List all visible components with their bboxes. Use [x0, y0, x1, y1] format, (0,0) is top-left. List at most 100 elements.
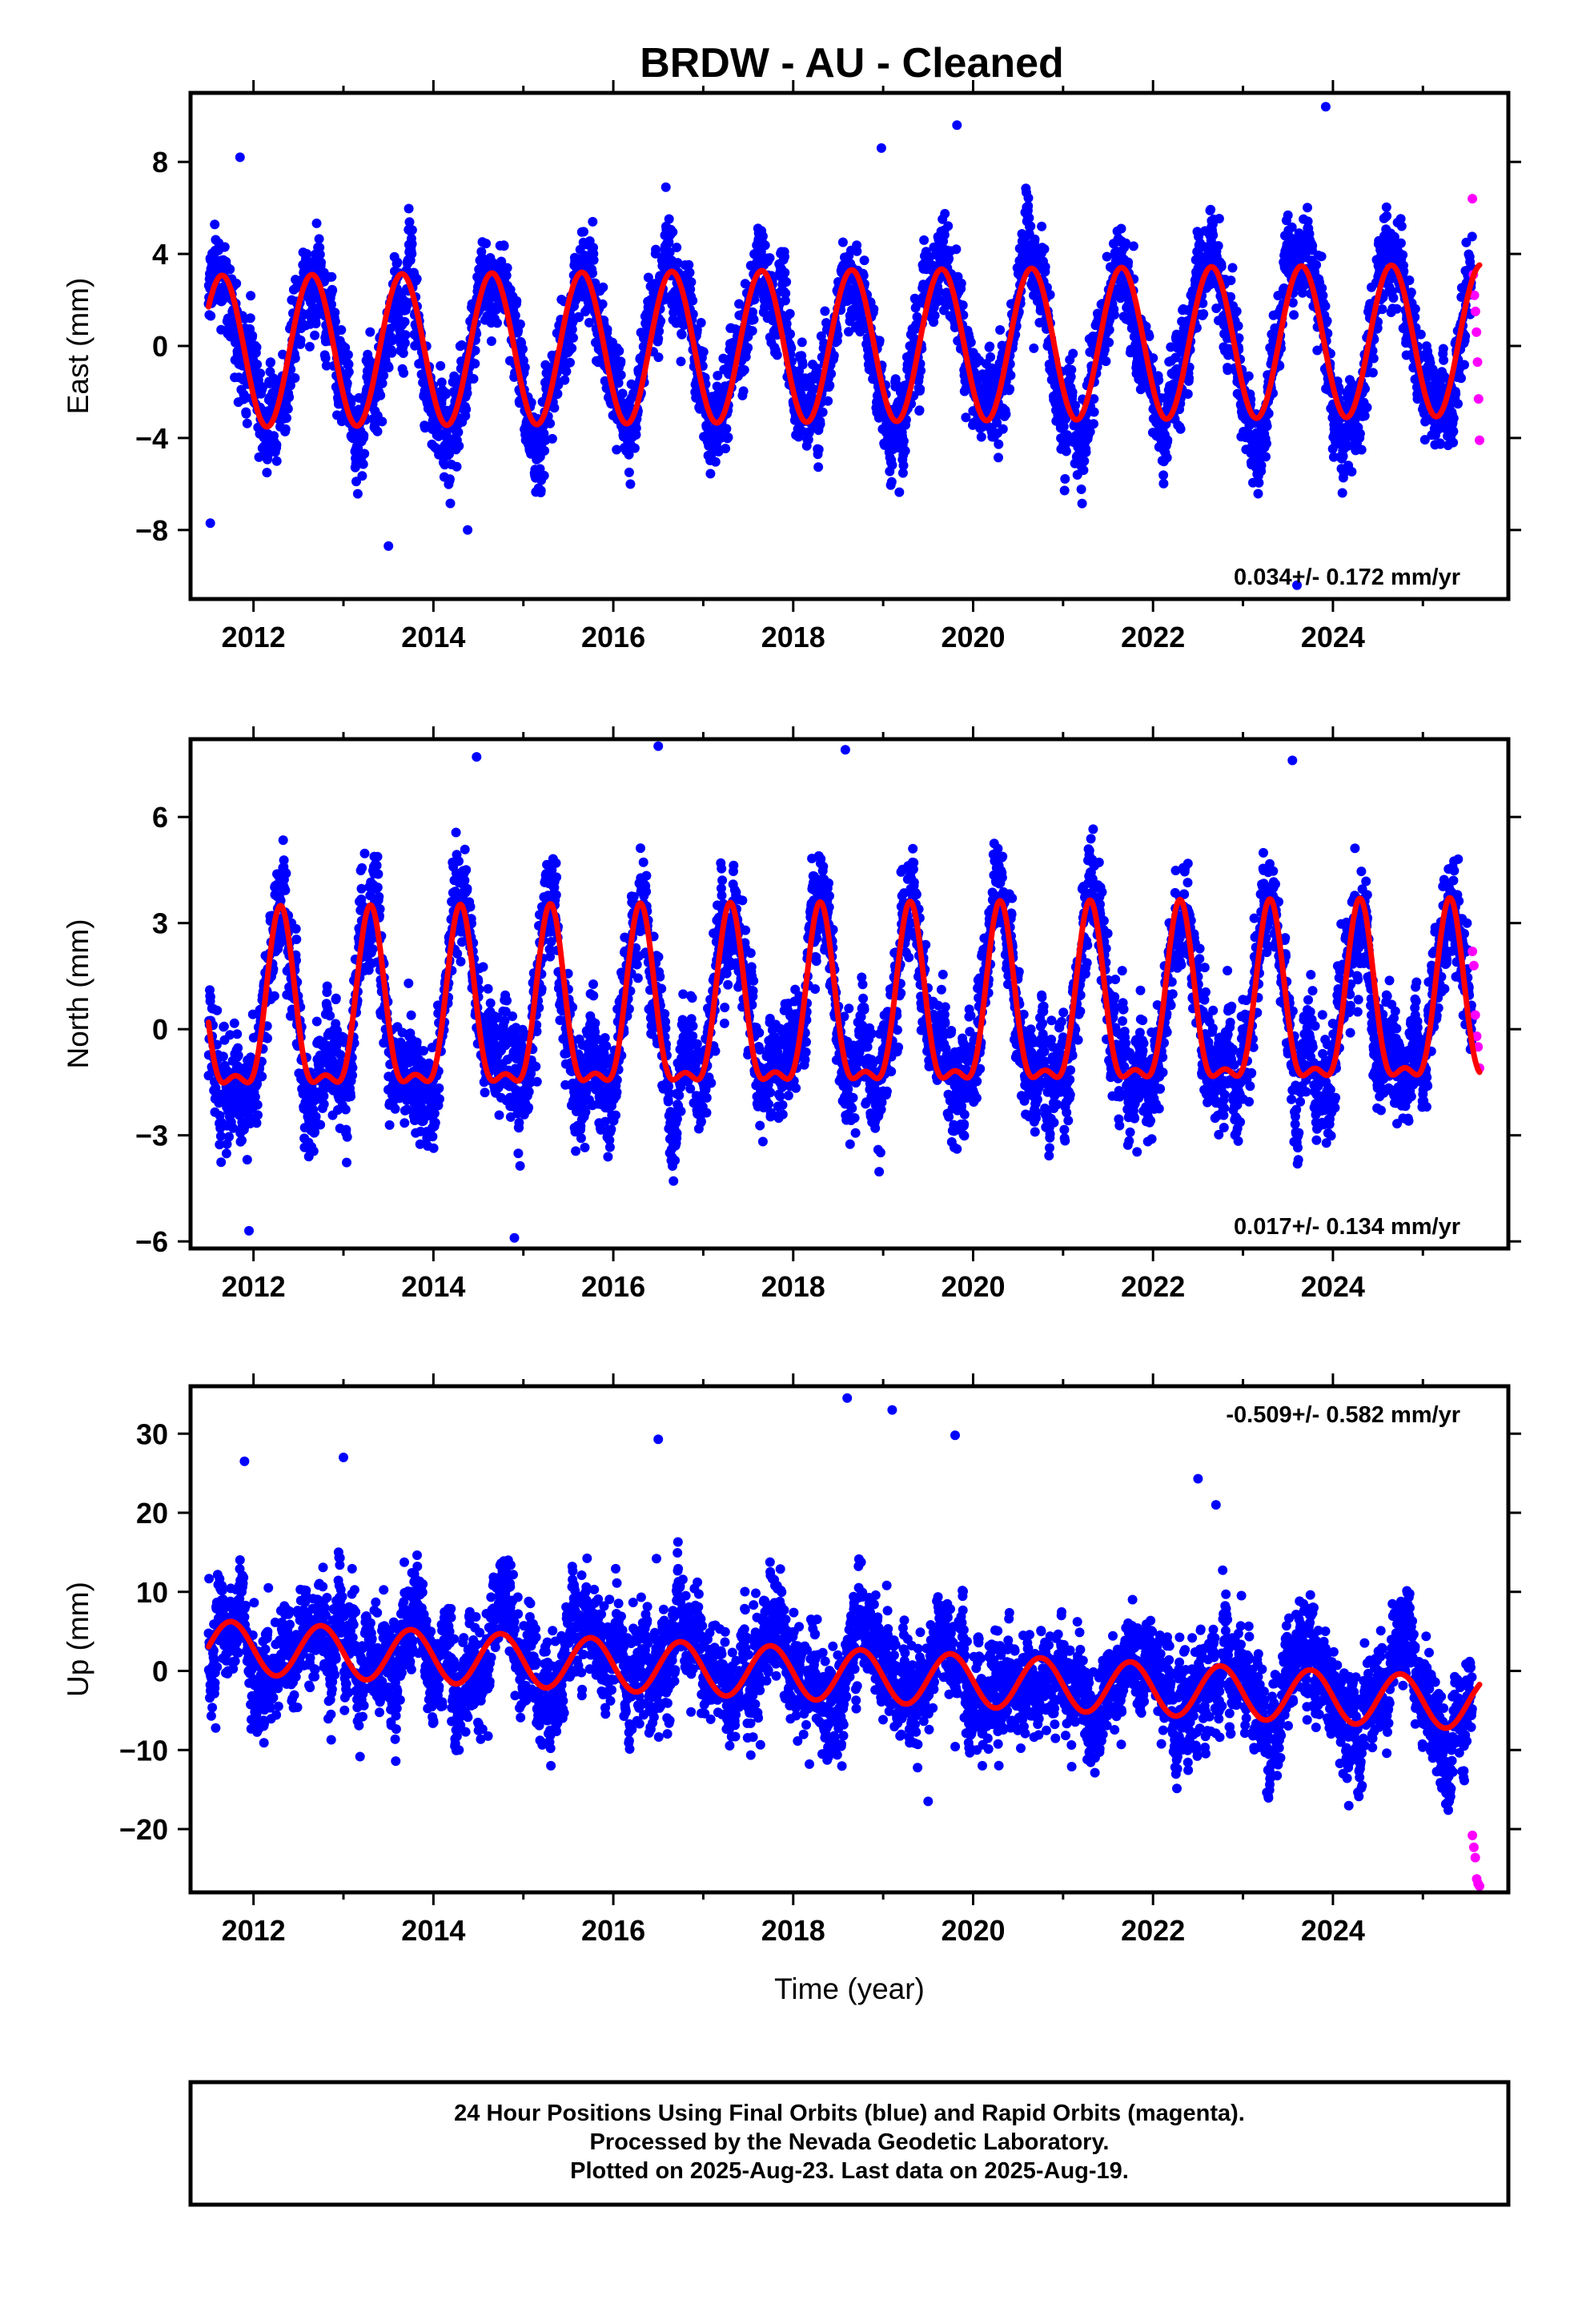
- final-orbit-point: [797, 360, 808, 370]
- final-orbit-point: [1208, 230, 1219, 240]
- final-orbit-point: [781, 277, 792, 287]
- final-orbit-point: [1029, 343, 1039, 353]
- final-orbit-point: [343, 367, 354, 377]
- final-orbit-point: [1231, 306, 1242, 316]
- final-orbit-point: [278, 349, 288, 360]
- final-orbit-point: [359, 430, 369, 440]
- final-orbit-point: [316, 257, 326, 267]
- final-orbit-point: [930, 311, 940, 320]
- final-orbit-point: [400, 338, 410, 348]
- final-orbit-point: [894, 487, 905, 497]
- final-orbit-point: [1367, 368, 1378, 378]
- final-orbit-point: [567, 324, 577, 335]
- final-orbit-point: [470, 359, 480, 369]
- final-orbit-point: [358, 459, 368, 469]
- final-orbit-point: [1061, 446, 1071, 456]
- final-orbit-point: [673, 258, 683, 268]
- final-orbit-point: [874, 336, 885, 346]
- final-orbit-point: [461, 404, 472, 415]
- final-orbit-point: [994, 452, 1003, 463]
- final-orbit-point: [271, 456, 282, 466]
- final-orbit-point: [372, 426, 383, 436]
- final-orbit-point: [327, 285, 338, 296]
- final-orbit-point: [976, 432, 986, 442]
- final-orbit-point: [552, 388, 563, 399]
- final-orbit-point: [1213, 241, 1223, 251]
- final-orbit-point: [685, 284, 696, 295]
- final-orbit-point: [357, 471, 367, 481]
- final-orbit-point: [1085, 427, 1095, 437]
- final-orbit-point: [246, 291, 256, 301]
- final-orbit-point: [445, 498, 456, 509]
- final-orbit-point: [919, 235, 930, 245]
- final-orbit-point: [1303, 203, 1312, 213]
- final-orbit-point: [785, 308, 795, 319]
- final-orbit-point: [481, 239, 492, 249]
- final-orbit-point: [1060, 474, 1070, 484]
- final-orbit-point: [379, 370, 389, 380]
- final-orbit-point: [315, 243, 325, 253]
- final-orbit-point: [284, 392, 295, 402]
- final-orbit-point: [567, 343, 577, 353]
- final-orbit-point: [290, 373, 300, 383]
- final-orbit-point: [749, 315, 759, 324]
- east-panel: 2012 2014 2016 2018 2020 2022 2024−8−4048East …: [62, 80, 1521, 653]
- final-orbit-point: [343, 360, 354, 369]
- final-orbit-point: [1099, 344, 1110, 355]
- final-orbit-point: [934, 287, 944, 297]
- final-orbit-point: [1089, 394, 1099, 404]
- final-orbit-point: [304, 341, 315, 352]
- final-orbit-point: [994, 439, 1004, 449]
- final-orbit-point: [686, 277, 697, 287]
- final-orbit-point: [653, 352, 664, 363]
- final-orbit-point: [1311, 259, 1322, 270]
- final-orbit-point: [1045, 290, 1055, 300]
- final-orbit-point: [780, 296, 790, 306]
- final-orbit-point: [584, 317, 594, 328]
- final-orbit-point: [891, 379, 901, 389]
- final-orbit-point: [939, 305, 949, 316]
- final-orbit-point: [1320, 301, 1331, 312]
- final-orbit-point: [1253, 489, 1263, 499]
- final-orbit-point: [747, 326, 757, 336]
- final-orbit-point: [262, 468, 272, 478]
- final-orbit-point: [468, 374, 479, 384]
- final-orbit-point: [346, 394, 356, 404]
- final-orbit-point: [302, 249, 312, 259]
- final-orbit-point: [1101, 356, 1111, 367]
- final-orbit-point: [462, 388, 472, 398]
- final-orbit-point: [343, 350, 353, 360]
- final-orbit-point: [283, 404, 293, 414]
- final-orbit-point: [579, 227, 588, 237]
- final-orbit-point: [336, 325, 347, 335]
- final-orbit-point: [436, 377, 447, 388]
- final-orbit-point: [1226, 275, 1236, 286]
- final-orbit-point: [400, 330, 411, 340]
- final-orbit-point: [1337, 488, 1347, 498]
- final-orbit-point: [1030, 234, 1040, 244]
- final-orbit-point: [241, 392, 251, 403]
- final-orbit-point: [1077, 498, 1087, 509]
- final-orbit-point: [1158, 470, 1169, 480]
- final-orbit-point: [1410, 304, 1420, 314]
- final-orbit-point: [1079, 456, 1090, 466]
- final-orbit-point: [588, 268, 597, 279]
- final-orbit-point: [444, 449, 454, 460]
- final-orbit-point: [1175, 424, 1186, 434]
- final-orbit-point: [786, 343, 797, 353]
- final-orbit-point: [311, 319, 321, 328]
- final-orbit-point: [1322, 316, 1332, 326]
- final-orbit-point: [1089, 407, 1099, 417]
- final-orbit-point: [1254, 477, 1264, 488]
- final-orbit-point: [454, 440, 464, 451]
- final-orbit-point: [612, 444, 622, 455]
- final-orbit-point: [813, 444, 824, 455]
- final-orbit-point: [602, 324, 612, 335]
- final-orbit-point: [1089, 419, 1098, 429]
- final-orbit-point: [900, 446, 910, 456]
- final-orbit-point: [723, 432, 733, 443]
- final-orbit-point: [377, 416, 387, 427]
- final-orbit-point: [869, 304, 879, 314]
- final-orbit-point: [242, 418, 252, 428]
- final-orbit-point: [829, 351, 839, 360]
